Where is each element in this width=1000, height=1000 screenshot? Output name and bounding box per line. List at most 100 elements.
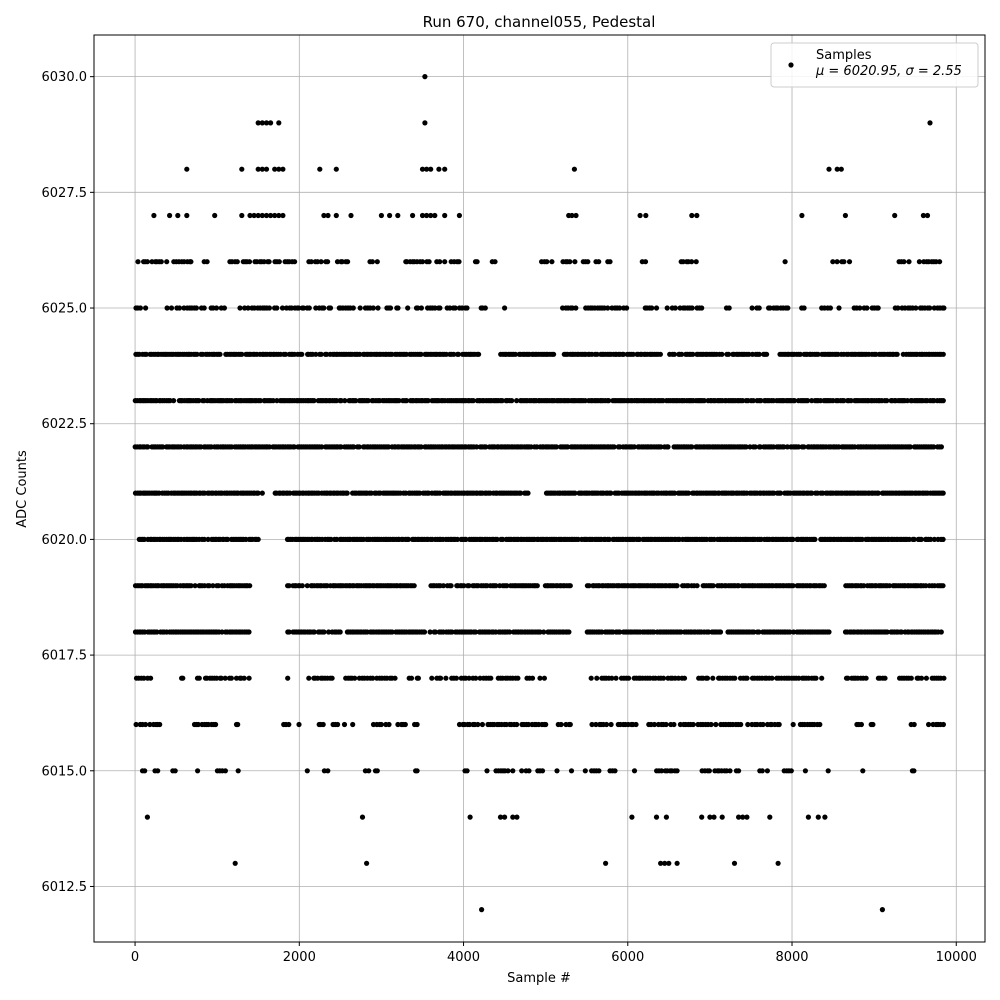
data-point <box>479 721 485 728</box>
data-point <box>554 768 560 774</box>
data-point <box>493 583 499 589</box>
data-point <box>895 305 901 311</box>
data-point <box>370 305 376 311</box>
data-point <box>308 259 314 265</box>
data-point <box>206 583 212 589</box>
data-point <box>142 768 148 774</box>
data-point <box>781 444 787 450</box>
legend-marker <box>788 62 794 68</box>
data-point <box>791 398 798 404</box>
data-point <box>841 398 847 404</box>
data-point <box>906 259 912 265</box>
data-point <box>911 768 917 774</box>
data-point <box>421 629 428 635</box>
data-point <box>452 305 458 311</box>
data-point <box>225 536 231 543</box>
y-axis-ticks: 6012.5 6015.0 6017.5 6020.0 6022.5 6025.0 6027… <box>42 70 94 895</box>
data-point <box>801 444 807 450</box>
data-point <box>483 444 489 450</box>
data-point <box>526 768 532 774</box>
data-point <box>432 212 438 219</box>
data-point <box>594 675 600 681</box>
data-point <box>787 629 793 635</box>
data-point <box>234 259 240 265</box>
grid-lines <box>94 35 985 942</box>
data-point <box>321 305 327 311</box>
data-point <box>344 490 350 496</box>
data-point <box>906 536 912 543</box>
data-point <box>599 629 605 635</box>
data-point <box>193 305 199 311</box>
data-point <box>239 351 245 357</box>
data-point <box>424 212 430 219</box>
data-point <box>235 768 241 774</box>
data-point <box>848 398 854 404</box>
data-point <box>142 721 149 728</box>
data-point <box>255 120 261 126</box>
x-tick-label: 0 <box>131 950 139 965</box>
data-point <box>512 351 519 357</box>
data-point <box>455 351 462 357</box>
data-point <box>350 721 356 728</box>
data-point <box>215 583 222 589</box>
plot-frame <box>93 34 986 943</box>
data-point <box>369 259 375 265</box>
data-point <box>436 166 442 172</box>
data-points <box>132 74 947 913</box>
data-point <box>928 536 934 543</box>
data-point <box>280 166 286 172</box>
data-point <box>861 583 867 589</box>
x-tick-label: 2000 <box>283 950 316 965</box>
data-point <box>940 398 946 404</box>
data-point <box>218 675 224 681</box>
data-point <box>419 212 426 219</box>
data-point <box>204 259 210 265</box>
data-point <box>764 768 771 774</box>
data-point <box>858 721 865 728</box>
data-point <box>353 398 359 404</box>
data-point <box>605 305 611 311</box>
data-point <box>830 259 836 265</box>
legend-box <box>770 42 979 88</box>
data-point <box>875 490 881 496</box>
data-point <box>437 259 443 265</box>
data-point <box>411 583 417 589</box>
data-point <box>825 768 831 774</box>
data-point <box>672 305 678 311</box>
data-point <box>666 860 672 866</box>
data-point <box>201 536 207 543</box>
data-point <box>318 351 324 357</box>
data-point <box>404 398 410 404</box>
data-point <box>916 259 923 265</box>
data-point <box>365 398 371 404</box>
y-tick-label: 6025.0 <box>42 302 88 317</box>
data-point <box>188 583 194 589</box>
data-point <box>617 629 623 635</box>
data-point <box>426 259 432 265</box>
data-point <box>488 675 494 681</box>
data-point <box>514 398 520 404</box>
data-point <box>757 444 763 450</box>
data-point <box>671 351 678 357</box>
y-tick-label: 6022.5 <box>42 417 88 432</box>
data-point <box>665 444 671 450</box>
data-point <box>631 444 637 450</box>
data-point <box>826 629 832 635</box>
data-point <box>492 259 498 265</box>
data-point <box>321 629 327 635</box>
data-point <box>940 721 947 728</box>
data-point <box>247 583 253 589</box>
data-point <box>500 536 506 543</box>
data-point <box>437 305 443 311</box>
data-point <box>819 675 825 681</box>
data-point <box>642 259 649 265</box>
legend-series-label: Samples <box>816 48 872 63</box>
data-point <box>822 814 828 820</box>
data-point <box>690 351 696 357</box>
data-point <box>653 814 660 820</box>
y-tick-label: 6017.5 <box>42 649 88 664</box>
data-point <box>145 444 151 450</box>
data-point <box>689 259 695 265</box>
data-point <box>268 120 274 126</box>
data-point <box>809 490 815 496</box>
